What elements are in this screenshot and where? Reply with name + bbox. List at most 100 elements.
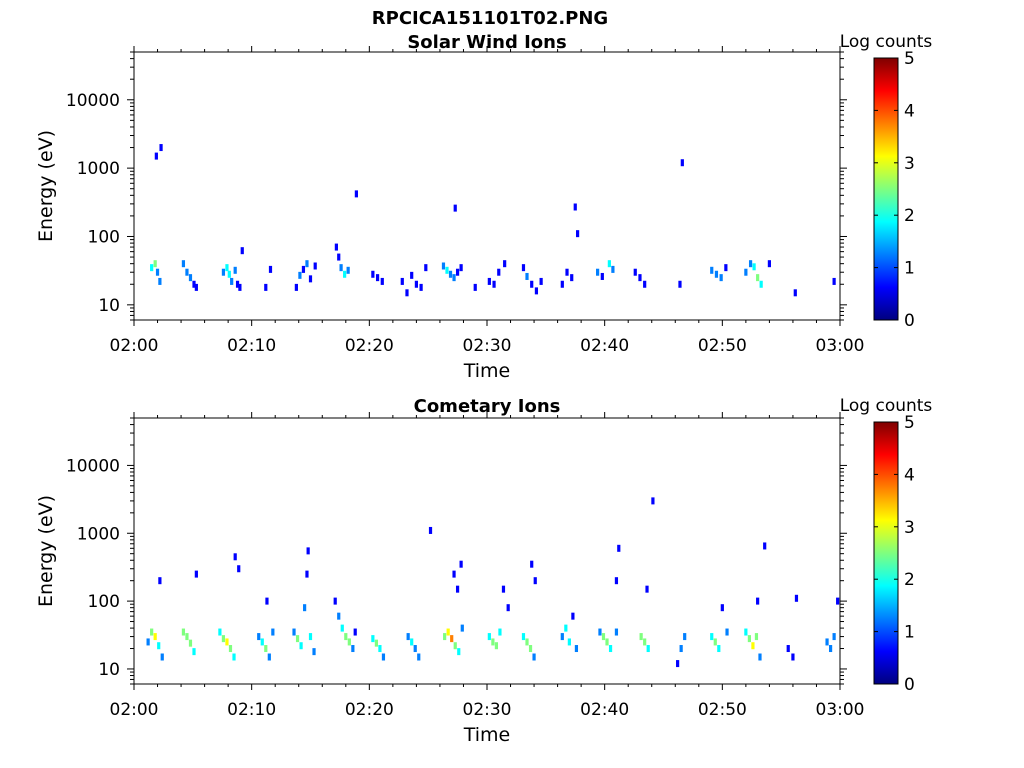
data-cell (305, 570, 309, 578)
data-cell (292, 628, 296, 636)
data-cell (194, 283, 198, 291)
data-cell (240, 247, 244, 255)
data-cell (294, 283, 298, 291)
data-cell (221, 635, 226, 643)
plot-frame (133, 51, 841, 321)
data-cell (530, 560, 534, 568)
data-cell (786, 645, 790, 653)
x-tick-label: 02:20 (345, 700, 394, 720)
data-cell (194, 570, 198, 578)
data-cell (501, 585, 506, 593)
data-cell (793, 289, 797, 297)
data-cell (459, 560, 463, 568)
data-cell (158, 277, 162, 285)
data-cell (452, 274, 456, 282)
data-cell (306, 547, 310, 555)
data-cell (188, 274, 193, 282)
data-cell (238, 283, 242, 291)
data-cell (646, 645, 650, 653)
data-cell (601, 633, 606, 641)
data-cell (159, 144, 163, 152)
colorbar-tick-label: 5 (904, 413, 915, 433)
data-cell (710, 633, 714, 641)
data-cell (679, 645, 683, 653)
data-cell (560, 633, 564, 641)
x-tick-label: 02:30 (463, 336, 512, 356)
data-cell (257, 633, 261, 641)
data-cell (763, 542, 767, 550)
data-cell (343, 270, 347, 278)
data-cell (794, 594, 799, 602)
data-cell (752, 263, 756, 271)
data-cell (832, 633, 836, 641)
data-cell (400, 277, 404, 285)
colorbar-tick-label: 0 (904, 675, 915, 695)
x-axis-label: Time (463, 724, 511, 746)
data-cell (494, 642, 499, 650)
x-tick-label: 02:50 (698, 700, 747, 720)
data-cell (576, 230, 580, 238)
data-cell (617, 544, 621, 552)
data-cell (567, 638, 571, 646)
data-cell (298, 271, 302, 279)
data-cell (264, 283, 268, 291)
data-cell (759, 280, 763, 288)
colorbar-tick-label: 4 (904, 465, 915, 485)
data-cell (235, 280, 240, 288)
colorbar-tick-label: 5 (904, 49, 915, 69)
colorbar-tick-label: 1 (904, 623, 915, 643)
data-cell (271, 628, 275, 636)
data-cell (371, 635, 375, 643)
data-cell (312, 648, 316, 656)
data-cell (453, 204, 457, 212)
data-cell (525, 272, 529, 280)
data-cell (614, 628, 619, 636)
data-cell (680, 159, 684, 167)
data-cell (452, 570, 456, 578)
data-cell (353, 628, 357, 636)
data-cell (380, 277, 384, 285)
data-cell (378, 645, 382, 653)
data-cell (192, 648, 196, 656)
data-cell (717, 645, 721, 653)
x-tick-label: 03:00 (816, 700, 865, 720)
data-cell (308, 275, 313, 283)
colorbar-tick-label: 0 (904, 311, 915, 331)
data-cell (445, 266, 449, 274)
data-cell (497, 268, 501, 276)
panel-solar-wind-ions: Solar Wind Ions 02:00 02:10 02:20 02:30 02:40… (35, 32, 932, 382)
colorbar (873, 57, 899, 321)
colorbar-tick-label: 2 (904, 206, 915, 226)
colorbar-tick-label: 3 (904, 154, 915, 174)
data-cell (308, 633, 313, 641)
data-cell (571, 612, 575, 620)
data-cell (560, 280, 564, 288)
data-cell (611, 265, 615, 273)
data-cell (533, 577, 537, 585)
data-cell (460, 624, 464, 632)
y-tick-label: 1000 (77, 159, 120, 179)
data-cell (600, 272, 604, 280)
data-cell (492, 280, 496, 288)
data-cell (260, 638, 264, 646)
data-cell (375, 274, 380, 282)
colorbar-tick-label: 3 (904, 518, 915, 538)
data-cell (333, 597, 337, 605)
data-cell (643, 638, 647, 646)
data-cell (455, 585, 460, 593)
data-cell (185, 268, 189, 276)
data-cell (676, 660, 680, 668)
x-tick-label: 02:30 (463, 700, 512, 720)
data-cell (441, 262, 446, 270)
data-cell (651, 497, 655, 505)
figure-title: RPCICA151101T02.PNG (372, 8, 608, 29)
data-cell (233, 266, 237, 274)
data-cell (340, 624, 344, 632)
data-cell (487, 277, 491, 285)
data-cell (678, 280, 682, 288)
y-tick-label: 10 (98, 660, 120, 680)
data-cell (424, 264, 428, 272)
x-axis-label: Time (463, 360, 511, 382)
data-cell (230, 277, 234, 285)
